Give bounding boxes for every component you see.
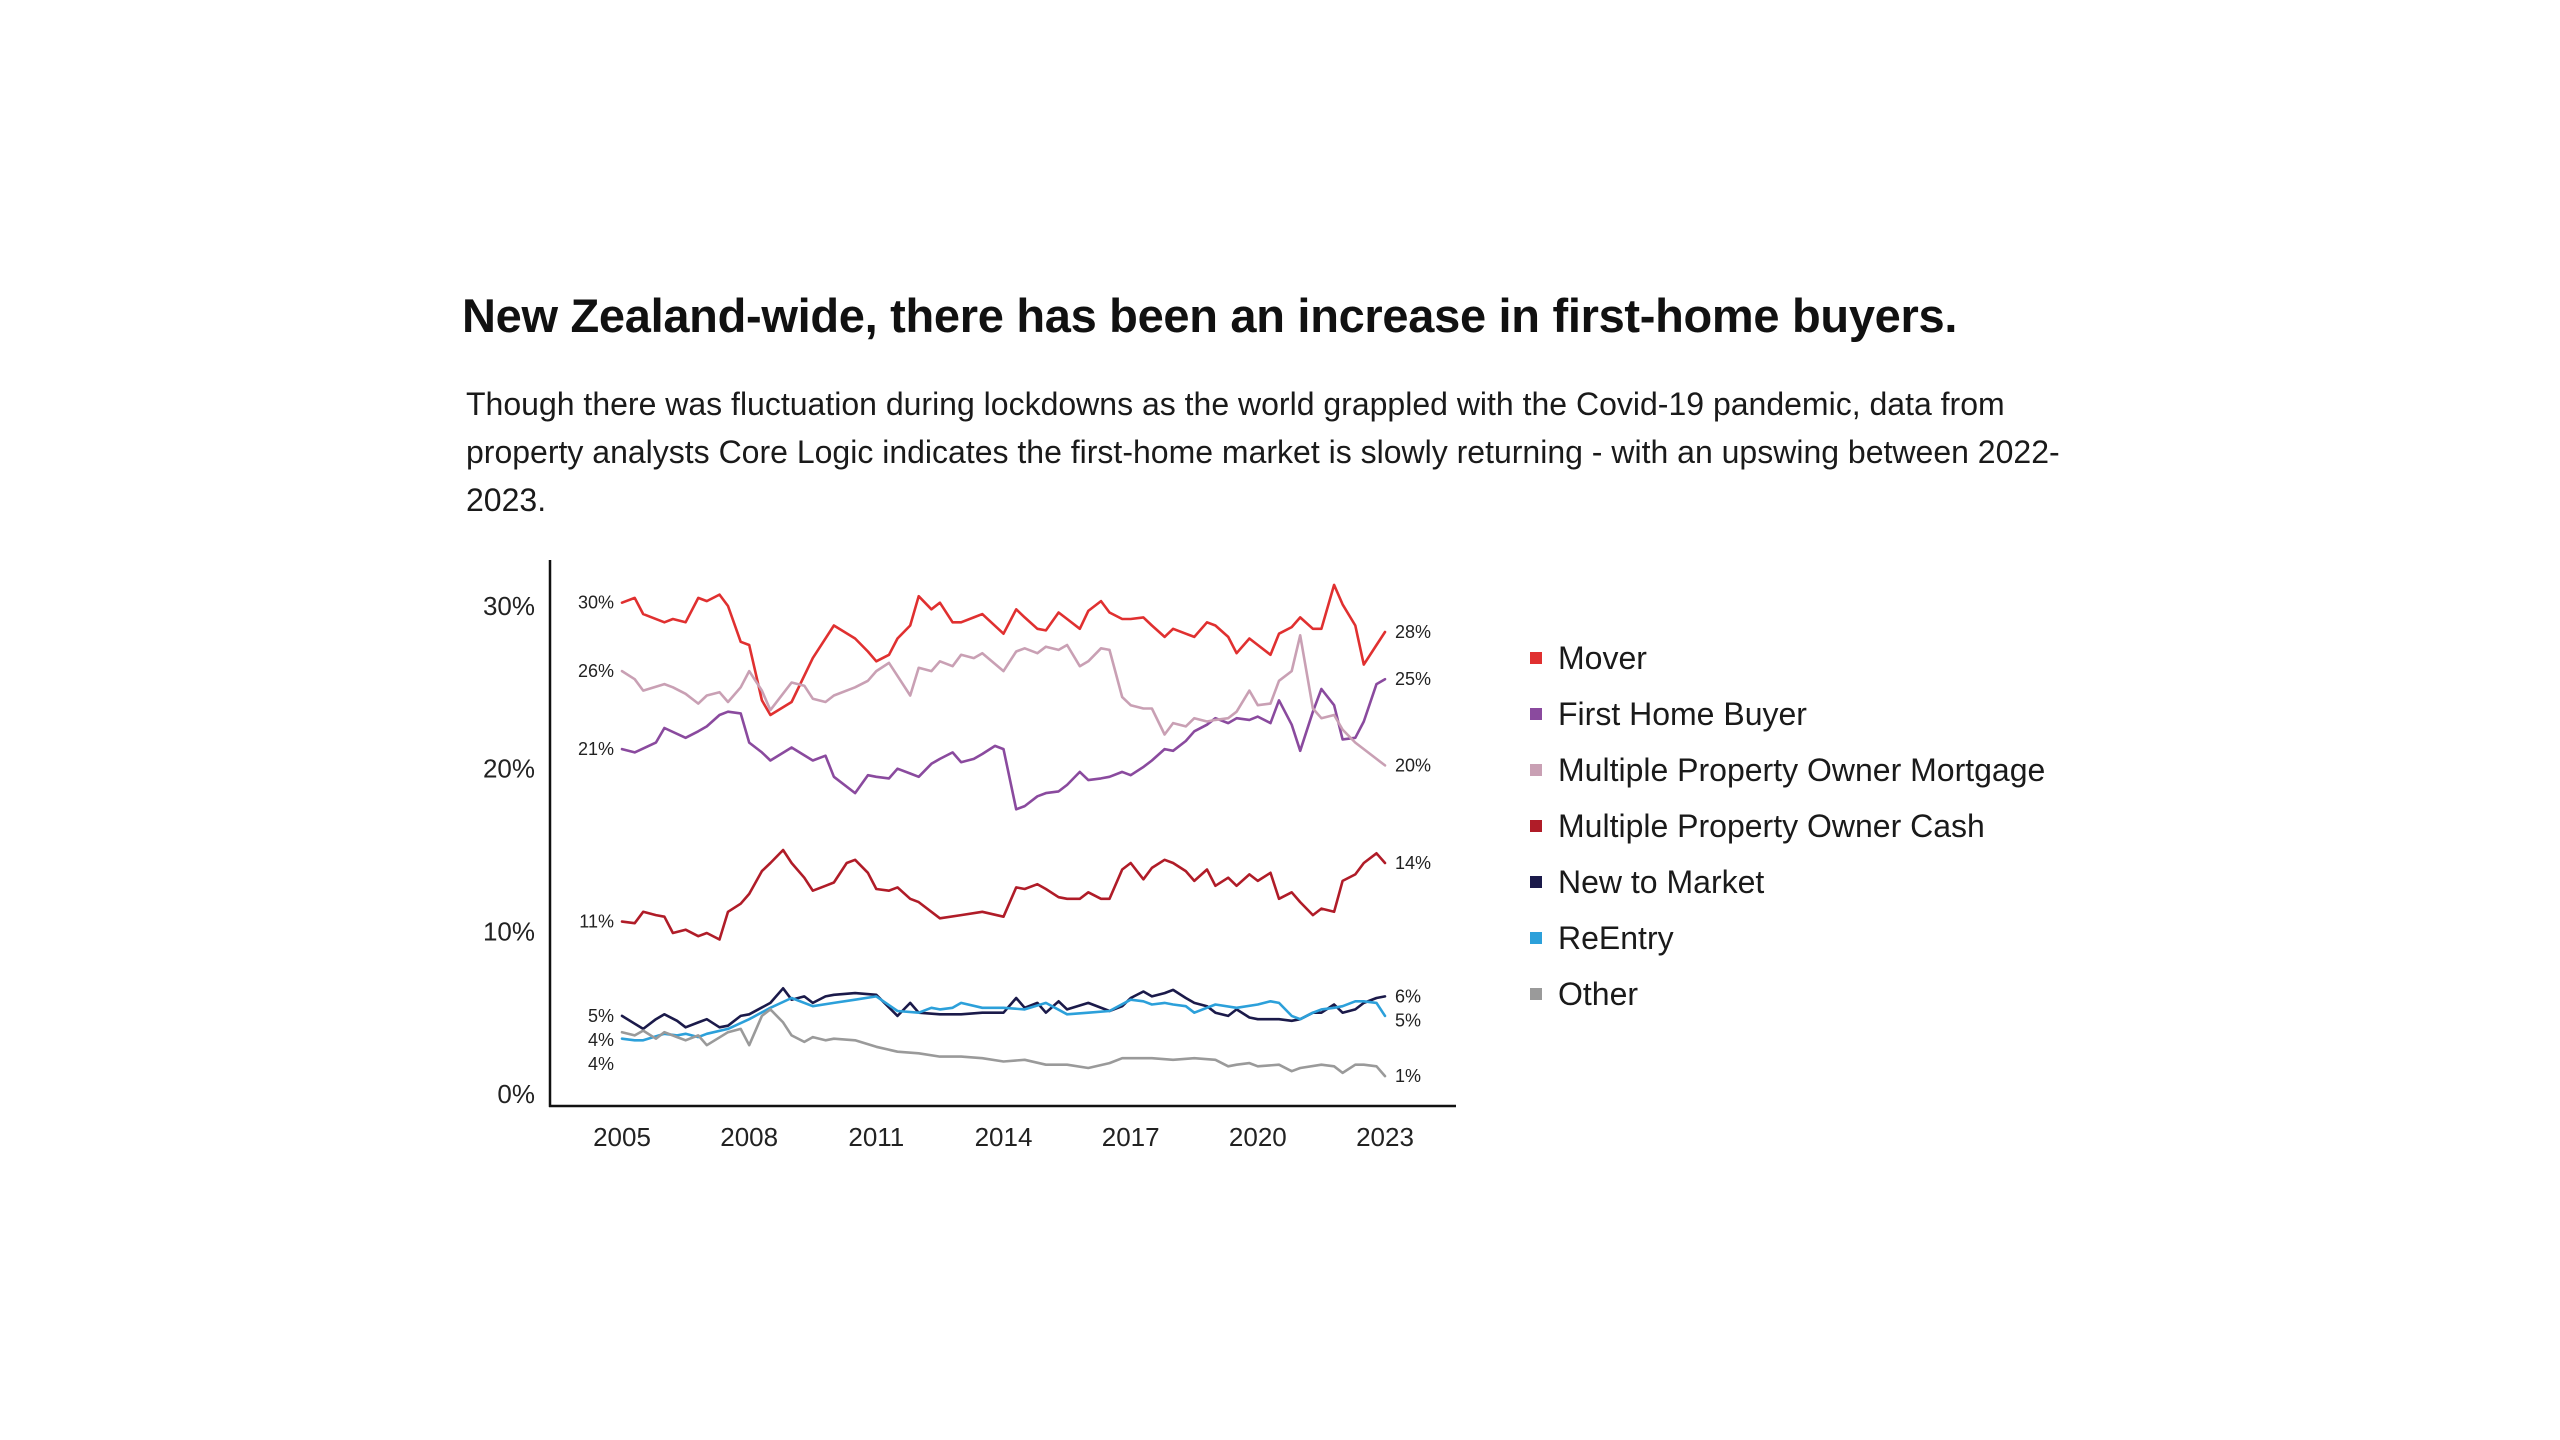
- legend-swatch: [1530, 764, 1542, 776]
- data-label-multiple-property-owner-mortgage-end: 20%: [1395, 755, 1431, 775]
- x-tick-label: 2017: [1102, 1122, 1160, 1152]
- legend-label: Multiple Property Owner Cash: [1558, 807, 1985, 844]
- data-label-mover-end: 28%: [1395, 622, 1431, 642]
- legend-item-multiple-property-owner-cash: Multiple Property Owner Cash: [1530, 798, 2045, 854]
- series-line-other: [620, 1008, 1387, 1078]
- x-tick-label: 2008: [720, 1122, 778, 1152]
- x-tick-label: 2020: [1229, 1122, 1287, 1152]
- legend-label: Other: [1558, 975, 1639, 1012]
- data-label-multiple-property-owner-mortgage-start: 26%: [578, 661, 614, 681]
- data-label-multiple-property-owner-cash-end: 14%: [1395, 853, 1431, 873]
- page-description: Though there was fluctuation during lock…: [466, 386, 2060, 518]
- y-tick-labels: 0% 10% 20% 30%: [483, 591, 535, 1109]
- data-label-new-to-market-start: 5%: [588, 1006, 614, 1026]
- legend-swatch: [1530, 988, 1542, 1000]
- series-lines: [620, 583, 1387, 1078]
- data-label-other-start: 4%: [588, 1030, 614, 1050]
- legend-swatch: [1530, 932, 1542, 944]
- legend-item-other: Other: [1530, 966, 2045, 1022]
- series-line-multiple-property-owner-mortgage: [620, 633, 1387, 767]
- data-label-first-home-buyer-start: 21%: [578, 739, 614, 759]
- legend-item-mover: Mover: [1530, 630, 2045, 686]
- page-title: New Zealand-wide, there has been an incr…: [462, 289, 1958, 342]
- data-label-reentry-start: 4%: [588, 1054, 614, 1074]
- line-chart: 0% 10% 20% 30% 2005 2008 2011 2014 2017 2020 2023…: [483, 560, 1456, 1152]
- series-line-mover: [620, 583, 1387, 717]
- legend-label: New to Market: [1558, 863, 1765, 900]
- series-line-first-home-buyer: [620, 677, 1387, 811]
- data-label-reentry-end: 5%: [1395, 1010, 1421, 1030]
- legend-swatch: [1530, 876, 1542, 888]
- legend-item-new-to-market: New to Market: [1530, 854, 2045, 910]
- y-tick-label: 20%: [483, 754, 535, 784]
- x-tick-labels: 2005 2008 2011 2014 2017 2020 2023: [593, 1122, 1414, 1152]
- legend-item-first-home-buyer: First Home Buyer: [1530, 686, 2045, 742]
- x-tick-label: 2023: [1356, 1122, 1414, 1152]
- legend-swatch: [1530, 708, 1542, 720]
- data-label-new-to-market-end: 6%: [1395, 986, 1421, 1006]
- legend-swatch: [1530, 820, 1542, 832]
- x-tick-label: 2014: [975, 1122, 1033, 1152]
- data-label-mover-start: 30%: [578, 593, 614, 613]
- x-tick-label: 2005: [593, 1122, 651, 1152]
- data-label-first-home-buyer-end: 25%: [1395, 669, 1431, 689]
- data-label-multiple-property-owner-cash-start: 11%: [579, 912, 614, 932]
- legend-item-multiple-property-owner-mortgage: Multiple Property Owner Mortgage: [1530, 742, 2045, 798]
- y-tick-label: 0%: [497, 1079, 535, 1109]
- series-line-reentry: [620, 995, 1387, 1042]
- data-label-other-end: 1%: [1395, 1066, 1421, 1086]
- legend-swatch: [1530, 652, 1542, 664]
- legend-label: First Home Buyer: [1558, 695, 1807, 732]
- series-line-multiple-property-owner-cash: [620, 848, 1387, 941]
- legend: Mover First Home Buyer Multiple Property O…: [1530, 630, 2045, 1022]
- data-labels: 30% 28% 21% 25% 26% 20% 11% 14% 5% 6% 4% 5% 4% 1%: [578, 593, 1431, 1086]
- legend-label: ReEntry: [1558, 919, 1674, 956]
- legend-item-reentry: ReEntry: [1530, 910, 2045, 966]
- x-tick-label: 2011: [848, 1122, 904, 1152]
- legend-label: Multiple Property Owner Mortgage: [1558, 751, 2046, 788]
- y-tick-label: 10%: [483, 916, 535, 946]
- y-tick-label: 30%: [483, 591, 535, 621]
- legend-label: Mover: [1558, 639, 1647, 676]
- series-line-new-to-market: [620, 986, 1387, 1031]
